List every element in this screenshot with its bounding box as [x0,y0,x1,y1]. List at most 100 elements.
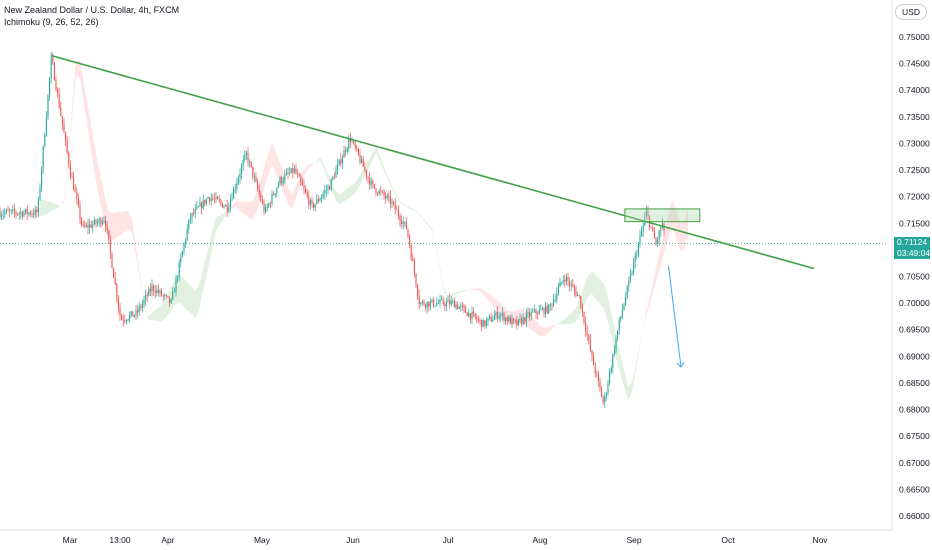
candle-body [551,304,553,306]
candle-body [588,334,590,341]
candle-body [33,214,35,215]
ichimoku-cloud-segment [564,316,568,325]
candle-body [170,299,172,303]
candle-body [241,165,243,175]
ichimoku-cloud-segment [140,273,144,303]
ichimoku-cloud-segment [384,166,388,181]
x-tick-label: Aug [532,535,547,545]
candle-body [311,200,313,204]
candle-body [76,192,78,199]
x-tick-label: Jul [443,535,454,545]
ichimoku-cloud-segment [120,211,124,236]
ichimoku-cloud-segment [536,320,540,337]
candle-body [138,306,140,313]
candle-body [458,306,460,309]
candle-body [529,312,531,317]
candle-body [289,172,291,174]
candle-body [596,373,598,374]
candle-body [460,305,462,307]
candle-body [285,172,287,175]
candle-body [658,230,660,241]
candle-body [453,300,455,308]
ichimoku-cloud-segment [404,203,408,208]
candle-body [77,198,79,206]
candle-body [591,350,593,356]
candle-body [585,322,587,332]
ichimoku-cloud-segment [160,301,164,322]
candle-body [415,273,417,286]
candle-body [293,168,295,173]
candle-body [313,203,315,208]
ichimoku-cloud-segment [252,194,256,220]
ichimoku-cloud-segment [324,164,328,180]
ichimoku-cloud-segment [248,201,252,220]
candle-body [106,226,108,230]
candle-body [213,198,215,200]
candle-body [393,201,395,203]
ichimoku-cloud-segment [456,290,460,295]
candle-body [383,191,385,196]
ichimoku-cloud-segment [236,201,240,211]
candle-body [260,194,262,201]
candle-body [613,350,615,355]
candle-body [98,218,100,222]
candle-body [175,278,177,292]
ichimoku-cloud-segment [60,199,64,207]
candle-body [449,300,451,305]
candle-body [281,177,283,183]
candle-body [586,331,588,335]
candle-body [348,138,350,149]
candle-body [172,291,174,300]
candle-body [457,304,459,309]
candle-body [479,319,481,321]
candle-body [433,299,435,306]
candle-body [565,277,567,282]
candle-body [319,199,321,202]
candle-body [41,168,43,188]
ichimoku-cloud-segment [316,157,320,162]
candle-body [559,282,561,288]
candle-body [455,304,457,308]
candle-body [274,193,276,196]
indicator-label: Ichimoku (9, 26, 52, 26) [4,17,99,27]
candle-body [493,316,495,320]
ichimoku-cloud-segment [356,174,360,193]
candle-body [337,164,339,170]
candle-body [191,213,193,219]
ichimoku-cloud-segment [92,130,96,182]
candle-body [407,229,409,237]
candle-body [97,221,99,224]
candle-body [7,209,9,211]
ichimoku-cloud-segment [76,60,80,79]
candle-body [9,210,11,212]
candle-body [535,309,537,314]
candle-body [154,290,156,294]
ichimoku-cloud-segment [664,216,668,254]
candle-body [583,311,585,323]
candle-body [217,196,219,200]
ichimoku-cloud-segment [332,182,336,201]
projection-arrow[interactable] [667,265,682,368]
candle-body [178,262,180,277]
resistance-zone[interactable] [624,208,701,223]
candle-body [349,138,351,142]
candle-body [60,107,62,116]
candle-body [149,288,151,292]
currency-button[interactable]: USD [895,4,927,20]
candle-body [82,224,84,226]
candle-body [228,207,230,212]
trendline[interactable] [51,54,815,270]
candle-body [362,159,364,167]
candle-body [26,209,28,214]
ichimoku-cloud-segment [112,212,116,241]
candle-body [314,203,316,208]
ichimoku-cloud-segment [632,363,636,393]
candle-body [429,301,431,307]
ichimoku-cloud-segment [64,153,68,203]
x-tick-label: Sep [626,535,641,545]
ichimoku-cloud-segment [48,201,52,213]
candle-body [132,311,134,317]
candle-body [167,295,169,297]
candle-body [119,307,121,317]
